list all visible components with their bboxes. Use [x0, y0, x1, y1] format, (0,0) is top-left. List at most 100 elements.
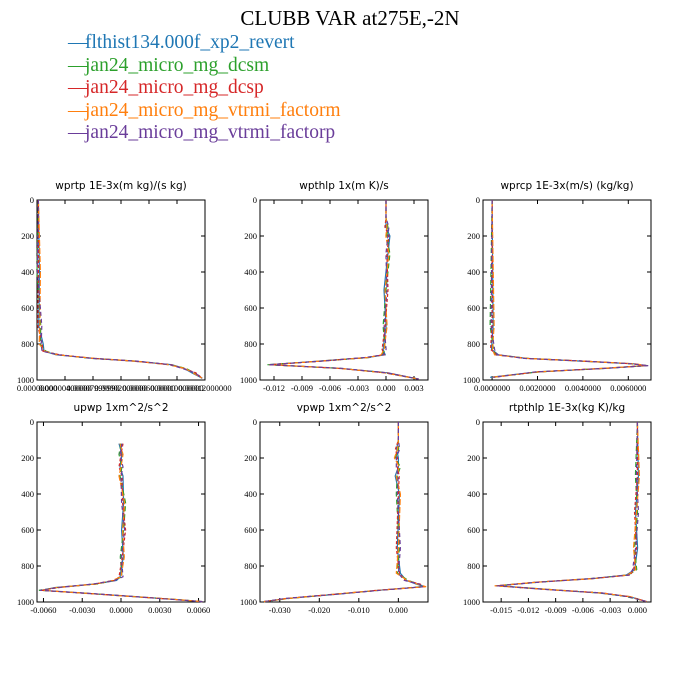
- y-tick-label: 800: [21, 339, 34, 349]
- y-tick-label: 400: [244, 489, 257, 499]
- series-line: [268, 200, 419, 380]
- y-tick-label: 0: [30, 417, 34, 427]
- legend-label: jan24_micro_mg_vtrmi_factorp: [85, 122, 336, 143]
- chart-title: upwp 1xm^2/s^2: [74, 402, 169, 414]
- y-tick-label: 200: [467, 453, 480, 463]
- legend-label: flthist134.000f_xp2_revert: [85, 32, 295, 53]
- x-tick-label: 0.00000400000: [38, 383, 91, 393]
- series-line: [36, 199, 203, 379]
- y-tick-label: 400: [467, 267, 480, 277]
- y-tick-label: 600: [467, 303, 480, 313]
- x-tick-label: 0.00002000000: [94, 383, 147, 393]
- y-tick-label: 0: [30, 195, 34, 205]
- plot-frame: [482, 421, 652, 603]
- series-line: [498, 421, 647, 603]
- x-tick-label: 0.003: [404, 383, 423, 393]
- series-line: [270, 200, 419, 380]
- y-tick-label: 800: [244, 339, 257, 349]
- y-tick-label: 200: [244, 453, 257, 463]
- y-tick-label: 600: [244, 525, 257, 535]
- series-line: [36, 199, 203, 379]
- y-tick-label: 400: [467, 489, 480, 499]
- legend-item: —flthist134.000f_xp2_revert: [68, 32, 341, 55]
- series-line: [489, 200, 645, 378]
- x-tick-label: -0.012: [517, 605, 539, 615]
- page-title: CLUBB VAR at275E,-2N: [240, 6, 460, 30]
- y-tick-label: 800: [467, 339, 480, 349]
- y-tick-label: 1000: [240, 375, 257, 385]
- x-tick-label: -0.012: [263, 383, 285, 393]
- y-tick-label: 0: [476, 417, 480, 427]
- legend-item: —jan24_micro_mg_dcsp: [68, 77, 341, 100]
- x-tick-label: 0.0060000: [610, 383, 646, 393]
- x-tick-label: 0.0020000: [519, 383, 555, 393]
- plot-frame: [36, 199, 206, 381]
- chart-panel: upwp 1xm^2/s^2 0 200 400 600 800 1000-0.0060 -0…: [17, 402, 210, 615]
- y-tick-label: 400: [21, 489, 34, 499]
- x-tick-label: -0.003: [599, 605, 621, 615]
- y-tick-label: 600: [21, 303, 34, 313]
- chart-title: rtpthlp 1E-3x(kg K)/kg: [509, 402, 625, 414]
- y-tick-label: 0: [253, 417, 257, 427]
- x-tick-label: 0.00006000000: [122, 383, 175, 393]
- y-tick-label: 600: [244, 303, 257, 313]
- y-tick-label: 1000: [463, 597, 480, 607]
- series-line: [37, 199, 203, 379]
- legend-swatch: —: [68, 32, 88, 53]
- series-line: [263, 422, 427, 603]
- y-tick-label: 200: [467, 231, 480, 241]
- x-tick-label: 0.0060: [187, 605, 210, 615]
- plot-frame: [259, 199, 429, 381]
- legend-swatch: —: [68, 54, 88, 76]
- x-tick-label: -0.006: [319, 383, 341, 393]
- series-line: [496, 421, 647, 603]
- legend-swatch: —: [68, 99, 88, 121]
- plot-frame: [482, 199, 652, 381]
- y-tick-label: 400: [21, 267, 34, 277]
- x-tick-label: -0.009: [291, 383, 313, 393]
- y-tick-label: 600: [467, 525, 480, 535]
- series-line: [37, 199, 203, 379]
- legend-item: —jan24_micro_mg_vtrmi_factorm: [68, 100, 341, 123]
- x-tick-label: 0.0000000: [474, 383, 510, 393]
- x-tick-label: 0.00012000000: [178, 383, 231, 393]
- y-tick-label: 0: [476, 195, 480, 205]
- chart-title: wpthlp 1x(m K)/s: [299, 180, 389, 192]
- y-tick-label: 0: [253, 195, 257, 205]
- legend-item: —jan24_micro_mg_dcsm: [68, 55, 341, 78]
- legend-swatch: —: [68, 122, 88, 143]
- y-tick-label: 1000: [463, 375, 480, 385]
- series-line: [263, 422, 425, 603]
- y-tick-label: 200: [21, 453, 34, 463]
- y-tick-label: 800: [467, 561, 480, 571]
- chart-panel: wpthlp 1x(m K)/s02004006008001000-0.012-…: [240, 180, 429, 393]
- series-line: [490, 199, 646, 378]
- series-line: [37, 200, 203, 379]
- series-line: [42, 443, 203, 603]
- x-tick-label: -0.030: [269, 605, 291, 615]
- x-tick-label: 0.00007999990: [66, 383, 119, 393]
- y-tick-label: 1000: [17, 597, 34, 607]
- x-tick-label: 0.0000: [109, 605, 132, 615]
- chart-title: wprtp 1E-3x(m kg)/(s kg): [55, 180, 186, 192]
- x-tick-label: -0.015: [490, 605, 512, 615]
- series-line: [491, 199, 647, 378]
- legend-swatch: —: [68, 77, 88, 98]
- x-tick-label: 0.00000000: [17, 383, 57, 393]
- series-line: [39, 443, 203, 603]
- legend-item: —jan24_micro_mg_vtrmi_factorp: [68, 122, 341, 145]
- series-line: [494, 421, 647, 603]
- x-tick-label: 0.000: [376, 383, 395, 393]
- plot-frame: [259, 421, 429, 603]
- y-tick-label: 600: [21, 525, 34, 535]
- y-tick-label: 200: [244, 231, 257, 241]
- y-tick-label: 800: [21, 561, 34, 571]
- y-tick-label: 800: [244, 561, 257, 571]
- series-line: [490, 199, 649, 378]
- x-tick-label: 0.00010000000: [150, 383, 203, 393]
- x-tick-label: 0.0040000: [565, 383, 601, 393]
- x-tick-label: 0.0030: [148, 605, 171, 615]
- x-tick-label: -0.020: [308, 605, 330, 615]
- chart-title: wprcp 1E-3x(m/s) (kg/kg): [500, 180, 633, 192]
